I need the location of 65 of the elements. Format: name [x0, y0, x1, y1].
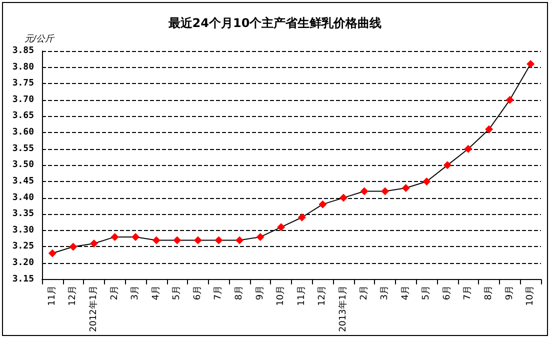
- x-tick-label: 6月: [442, 285, 452, 300]
- point: [381, 187, 390, 196]
- point: [69, 242, 78, 251]
- y-tick-label: 3.30: [12, 225, 34, 236]
- point: [90, 239, 98, 248]
- x-tick-label: 10月: [276, 285, 286, 306]
- x-tick-label: 2012年1月: [88, 285, 99, 332]
- point: [485, 125, 494, 134]
- point: [318, 200, 327, 208]
- x-tick-label: 11月: [47, 285, 58, 306]
- y-tick-label: 3.75: [12, 78, 34, 89]
- y-tick-label: 3.15: [12, 274, 34, 284]
- x-tick-label: 7月: [214, 285, 224, 300]
- point: [132, 232, 140, 241]
- x-tick-label: 9月: [504, 285, 515, 300]
- x-tick-label: 9月: [255, 285, 266, 300]
- point: [214, 236, 223, 244]
- point: [506, 96, 514, 104]
- point: [360, 187, 368, 196]
- x-tick-label: 5月: [422, 285, 432, 300]
- point: [339, 194, 348, 202]
- chart-title: 最近24个月10个主产省生鲜乳价格曲线: [167, 16, 382, 30]
- point: [256, 232, 264, 241]
- x-tick-label: 12月: [318, 285, 328, 306]
- y-tick-label: 3.80: [12, 62, 34, 72]
- point: [152, 236, 160, 244]
- y-tick-label: 3.55: [12, 144, 34, 154]
- x-tick-label: 2月: [359, 285, 370, 300]
- y-tick-label: 3.50: [12, 160, 34, 170]
- y-tick-label: 3.60: [12, 128, 34, 138]
- x-tick-label: 7月: [463, 285, 474, 300]
- y-tick-label: 3.45: [12, 176, 34, 186]
- y-tick-label: 3.65: [12, 111, 34, 122]
- x-tick-label: 2月: [110, 285, 120, 300]
- point: [110, 232, 119, 241]
- x-tick-label: 11月: [296, 285, 307, 306]
- point: [526, 60, 535, 68]
- point: [464, 144, 472, 153]
- x-tick-label: 4月: [400, 285, 411, 300]
- x-tick-label: 8月: [484, 285, 494, 300]
- y-tick-label: 3.85: [12, 46, 34, 56]
- x-tick-label: 5月: [172, 285, 182, 300]
- y-tick-label: 3.35: [12, 209, 34, 220]
- x-tick-label: 6月: [192, 285, 203, 300]
- point: [402, 184, 410, 192]
- point: [194, 236, 202, 244]
- y-tick-label: 3.25: [12, 242, 34, 252]
- x-tick-label: 10月: [526, 285, 536, 306]
- y-tick-label: 3.20: [12, 258, 34, 268]
- y-axis-title: 元/公斤: [24, 34, 55, 44]
- point: [173, 236, 182, 244]
- x-tick-label: 8月: [234, 285, 245, 300]
- point: [298, 213, 306, 222]
- point: [48, 249, 56, 258]
- point: [236, 236, 244, 244]
- y-tick-label: 3.70: [12, 94, 34, 105]
- point: [422, 177, 431, 186]
- x-tick-label: 3月: [130, 285, 141, 300]
- point: [443, 161, 452, 170]
- x-tick-label: 3月: [380, 285, 390, 300]
- x-tick-label: 2013年1月: [337, 285, 348, 332]
- point: [277, 223, 286, 232]
- y-tick-label: 3.40: [12, 192, 34, 203]
- x-tick-label: 12月: [68, 285, 78, 306]
- x-tick-label: 4月: [151, 285, 162, 300]
